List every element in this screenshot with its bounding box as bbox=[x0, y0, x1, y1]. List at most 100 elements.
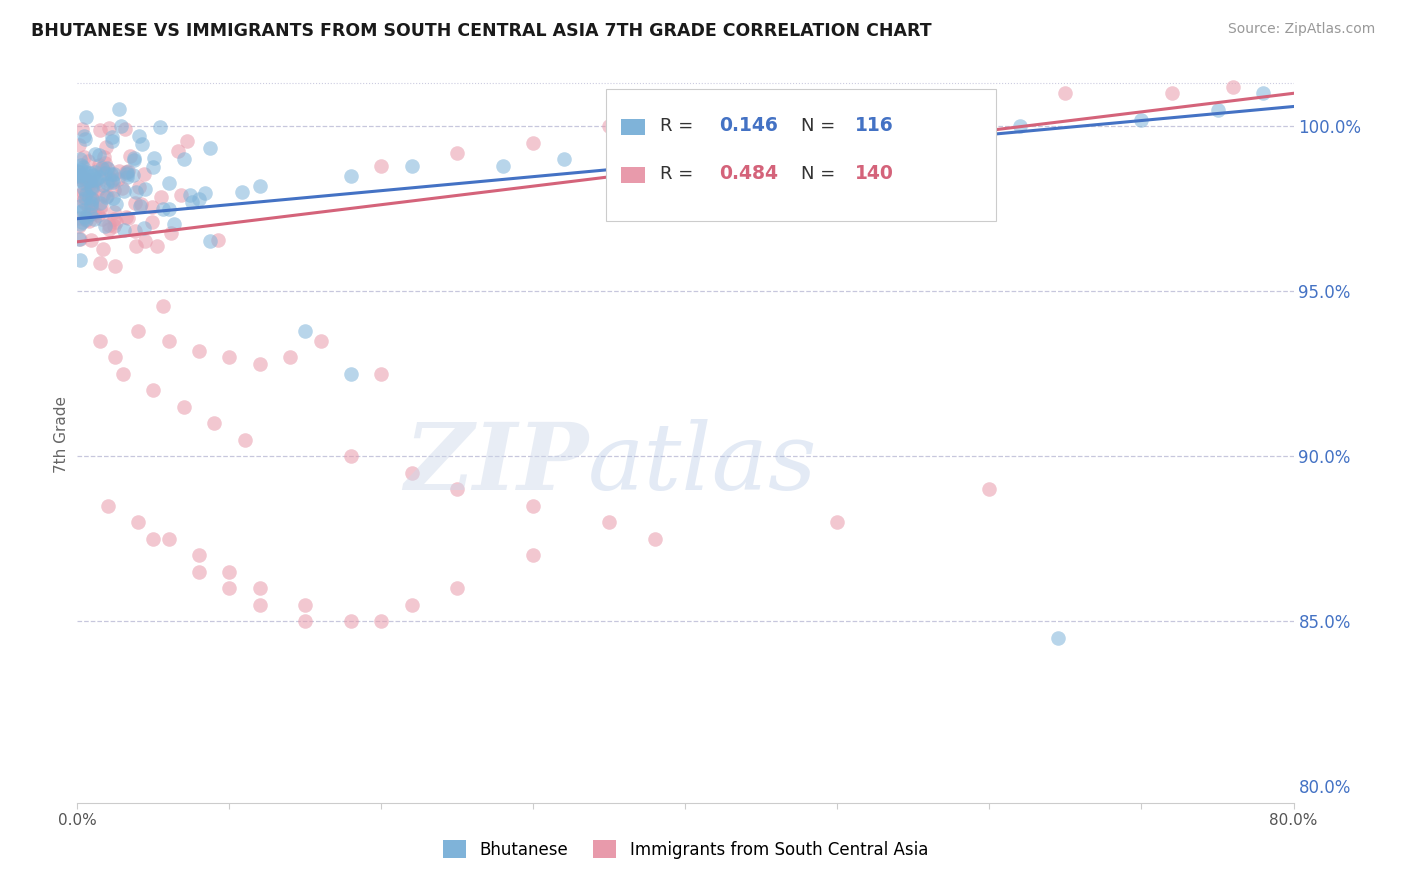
Point bbox=[598, 120, 620, 134]
Point bbox=[117, 164, 139, 178]
Point bbox=[98, 171, 121, 186]
Point bbox=[80, 233, 103, 247]
Point bbox=[125, 185, 148, 199]
Bar bbox=[606, 89, 995, 221]
Point bbox=[522, 549, 544, 563]
Point bbox=[200, 235, 222, 249]
Point bbox=[231, 185, 253, 199]
Point bbox=[101, 134, 124, 148]
Point bbox=[142, 160, 165, 174]
Point bbox=[124, 195, 146, 210]
Text: Source: ZipAtlas.com: Source: ZipAtlas.com bbox=[1227, 22, 1375, 37]
Text: 116: 116 bbox=[855, 116, 893, 136]
Point bbox=[1130, 112, 1153, 127]
Point bbox=[80, 180, 103, 194]
Text: N =: N = bbox=[801, 165, 841, 183]
Point bbox=[98, 121, 121, 136]
Point bbox=[117, 164, 139, 178]
Point bbox=[69, 231, 91, 245]
Legend: Bhutanese, Immigrants from South Central Asia: Bhutanese, Immigrants from South Central… bbox=[436, 833, 935, 865]
Point bbox=[110, 120, 132, 134]
Point bbox=[103, 219, 125, 234]
Point bbox=[704, 112, 727, 127]
Point bbox=[124, 224, 146, 238]
Point bbox=[1251, 87, 1274, 101]
Point bbox=[75, 187, 97, 202]
Point bbox=[129, 199, 152, 213]
Point bbox=[69, 199, 91, 213]
Point bbox=[167, 145, 190, 159]
Point bbox=[142, 532, 165, 546]
Point bbox=[70, 158, 93, 172]
Point bbox=[70, 121, 93, 136]
Point bbox=[97, 499, 120, 513]
Point bbox=[72, 186, 94, 200]
Point bbox=[82, 192, 104, 206]
Point bbox=[67, 166, 90, 180]
Point bbox=[73, 128, 96, 143]
Point bbox=[96, 139, 118, 153]
Point bbox=[87, 182, 110, 196]
Point bbox=[82, 168, 104, 182]
Point bbox=[89, 256, 111, 270]
Point bbox=[67, 219, 90, 233]
Point bbox=[340, 169, 363, 183]
Point bbox=[118, 149, 141, 163]
Point bbox=[73, 191, 96, 205]
Point bbox=[146, 239, 169, 253]
Point bbox=[87, 158, 110, 172]
Point bbox=[94, 166, 117, 180]
Point bbox=[249, 357, 271, 371]
Point bbox=[157, 202, 180, 216]
Point bbox=[80, 202, 103, 217]
Point bbox=[72, 202, 94, 217]
Point bbox=[83, 173, 105, 187]
Point bbox=[79, 172, 101, 186]
Point bbox=[194, 186, 217, 200]
Text: ZIP: ZIP bbox=[404, 419, 588, 509]
Text: 140: 140 bbox=[855, 164, 893, 183]
Point bbox=[446, 483, 468, 497]
Point bbox=[340, 615, 363, 629]
Point bbox=[112, 223, 135, 237]
Point bbox=[75, 210, 97, 224]
Point bbox=[128, 180, 150, 194]
Point bbox=[82, 178, 104, 193]
Point bbox=[112, 184, 135, 198]
Point bbox=[152, 202, 174, 217]
Point bbox=[91, 211, 114, 226]
Point bbox=[67, 211, 90, 226]
Point bbox=[1054, 87, 1077, 101]
Point bbox=[69, 188, 91, 202]
Point bbox=[76, 199, 98, 213]
Point bbox=[83, 206, 105, 220]
Point bbox=[77, 153, 100, 168]
Point bbox=[70, 163, 93, 178]
Point bbox=[218, 351, 240, 365]
Point bbox=[180, 194, 202, 209]
Point bbox=[98, 175, 121, 189]
Text: BHUTANESE VS IMMIGRANTS FROM SOUTH CENTRAL ASIA 7TH GRADE CORRELATION CHART: BHUTANESE VS IMMIGRANTS FROM SOUTH CENTR… bbox=[31, 22, 932, 40]
Point bbox=[96, 161, 118, 176]
Point bbox=[115, 165, 138, 179]
Point bbox=[79, 213, 101, 227]
Point bbox=[69, 165, 91, 179]
Point bbox=[170, 187, 193, 202]
Point bbox=[108, 163, 131, 178]
Point bbox=[87, 162, 110, 177]
Point bbox=[979, 483, 1001, 497]
Point bbox=[67, 172, 90, 186]
Point bbox=[101, 175, 124, 189]
Point bbox=[67, 165, 90, 179]
Point bbox=[218, 582, 240, 596]
Point bbox=[370, 615, 392, 629]
Point bbox=[83, 212, 105, 227]
Point bbox=[80, 181, 103, 195]
Point bbox=[111, 181, 134, 195]
Point bbox=[103, 212, 125, 227]
Point bbox=[89, 196, 111, 211]
Point bbox=[69, 253, 91, 268]
Point bbox=[903, 136, 925, 150]
Point bbox=[117, 211, 139, 226]
Point bbox=[105, 215, 128, 229]
